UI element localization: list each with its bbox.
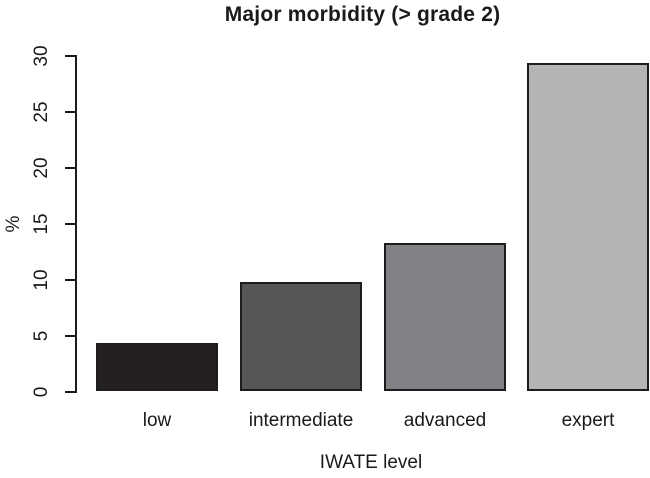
y-tick-mark-5 (65, 334, 75, 337)
bar-expert (527, 63, 649, 392)
bar-intermediate (240, 281, 362, 392)
y-axis-title: % (3, 215, 24, 233)
x-axis-title: IWATE level (319, 452, 423, 473)
y-tick-label-20: 20 (31, 156, 52, 179)
y-tick-mark-20 (65, 166, 75, 169)
y-tick-label-15: 15 (31, 212, 52, 235)
y-tick-label-25: 25 (31, 100, 52, 123)
chart-title: Major morbidity (> grade 2) (224, 3, 501, 26)
y-tick-mark-0 (65, 390, 75, 393)
y-tick-mark-25 (65, 110, 75, 113)
y-tick-label-30: 30 (31, 44, 52, 67)
x-tick-label-low: low (142, 410, 172, 431)
x-tick-label-advanced: advanced (403, 410, 487, 431)
y-tick-mark-30 (65, 54, 75, 57)
y-tick-mark-10 (65, 278, 75, 281)
x-tick-label-intermediate: intermediate (248, 410, 354, 431)
y-axis-line (75, 55, 77, 393)
y-tick-label-10: 10 (31, 268, 52, 291)
y-tick-mark-15 (65, 222, 75, 225)
bar-advanced (384, 242, 506, 392)
bar-low (96, 343, 218, 392)
x-tick-label-expert: expert (561, 410, 615, 431)
y-tick-label-5: 5 (31, 330, 52, 341)
y-tick-label-0: 0 (31, 386, 52, 397)
